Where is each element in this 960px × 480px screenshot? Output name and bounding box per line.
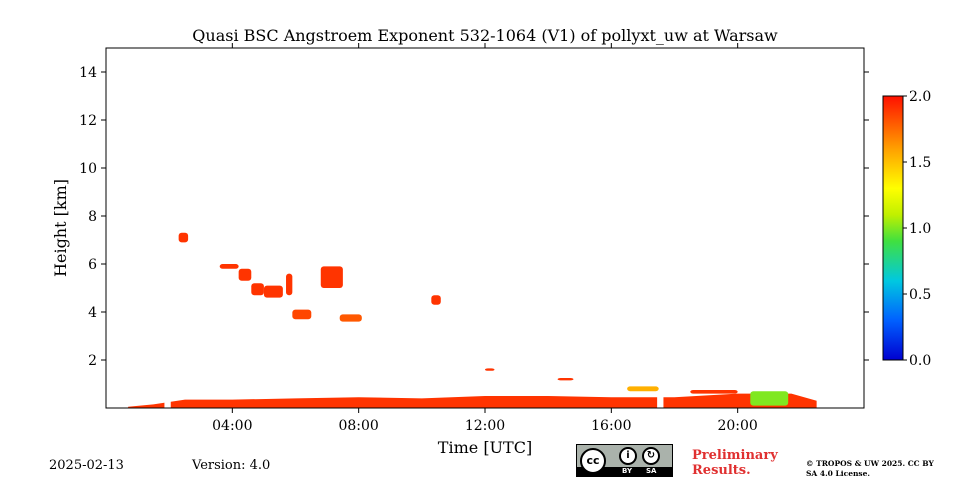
colorbar	[882, 95, 904, 361]
aerosol-layer	[750, 391, 789, 406]
aerosol-layer	[219, 264, 239, 269]
y-tick-label: 8	[88, 209, 97, 225]
chart-title: Quasi BSC Angstroem Exponent 532-1064 (V…	[192, 26, 778, 45]
cc-license-badge: cc i ↻ BY SA	[576, 444, 673, 477]
colorbar-tick-label: 0.0	[909, 353, 931, 369]
x-tick-label: 04:00	[212, 418, 252, 434]
x-axis-label: Time [UTC]	[438, 438, 532, 457]
x-tick-label: 12:00	[465, 418, 505, 434]
copyright-notice: © TROPOS & UW 2025. CC BY SA 4.0 License…	[806, 459, 934, 478]
aerosol-layer	[263, 285, 283, 298]
badge-by-label: BY	[622, 467, 633, 475]
attribution-icon: i	[619, 447, 637, 465]
aerosol-layer	[251, 283, 264, 296]
aerosol-layer	[178, 232, 189, 243]
colorbar-tick-label: 0.5	[909, 287, 931, 303]
x-tick-label: 20:00	[717, 418, 757, 434]
badge-strip	[577, 467, 672, 476]
colorbar-tick-label: 2.0	[909, 89, 931, 105]
badge-sa-label: SA	[646, 467, 657, 475]
x-tick-label: 16:00	[591, 418, 631, 434]
date-label: 2025-02-13	[49, 458, 124, 473]
aerosol-layer	[292, 309, 312, 320]
y-tick-label: 4	[88, 305, 97, 321]
plot-frame	[105, 47, 865, 409]
y-axis-label: Height [km]	[51, 179, 70, 277]
share-alike-icon: ↻	[642, 447, 660, 465]
version-label: Version: 4.0	[192, 458, 271, 473]
colorbar-ticks: 0.0 0.5 1.0 1.5 2.0	[903, 89, 931, 369]
colorbar-tick-label: 1.0	[909, 221, 931, 237]
aerosol-layer	[320, 266, 343, 288]
aerosol-layer	[339, 314, 362, 322]
aerosol-layer	[431, 295, 441, 305]
boundary-layer-gap	[164, 384, 171, 408]
aerosol-layer	[690, 390, 738, 394]
y-tick-label: 2	[88, 353, 97, 369]
cc-icon: cc	[580, 448, 606, 474]
y-tick-label: 14	[79, 65, 97, 81]
plot-content	[128, 232, 817, 408]
colorbar-tick-label: 1.5	[909, 155, 931, 171]
axes: 04:00 08:00 12:00 16:00 20:00 2 4 6 8 10 12 14	[79, 43, 869, 434]
preliminary-results-note: Preliminary Results.	[692, 448, 778, 478]
y-tick-label: 6	[88, 257, 97, 273]
boundary-layer-band	[128, 393, 817, 408]
aerosol-layer	[286, 273, 293, 296]
y-tick-label: 12	[79, 113, 97, 129]
x-tick-label: 08:00	[338, 418, 378, 434]
aerosol-layer	[627, 386, 659, 392]
aerosol-layer	[557, 378, 574, 381]
boundary-layer-gap	[657, 384, 664, 408]
y-tick-label: 10	[79, 161, 97, 177]
aerosol-layer	[238, 268, 252, 281]
aerosol-layer	[485, 368, 495, 371]
